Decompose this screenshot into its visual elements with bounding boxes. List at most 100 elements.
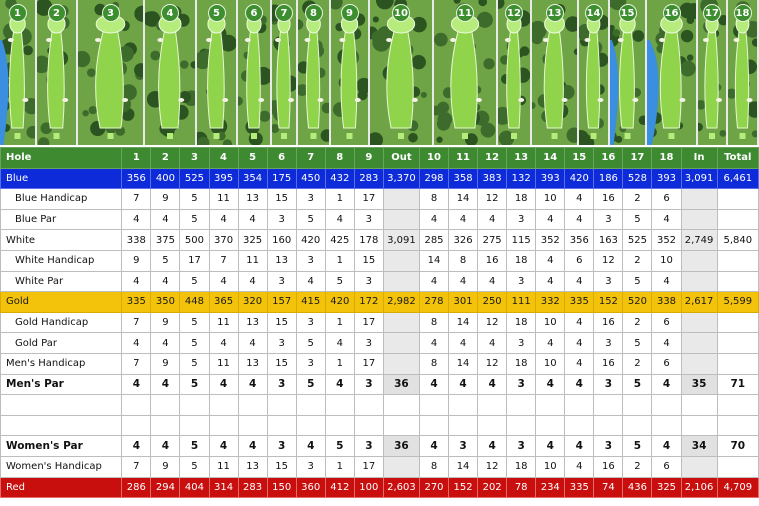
score-cell [208,394,239,416]
score-cell: 286 [121,476,152,499]
score-cell: 3 [266,208,297,231]
score-cell: 14 [448,352,479,375]
score-cell: 14 [448,188,479,210]
score-cell: 5 [622,270,653,293]
hole-image-1 [0,0,35,145]
score-cell [237,394,268,416]
score-cell [622,414,653,437]
score-cell: 5 [622,435,653,457]
score-cell: 10 [535,311,566,334]
grand-total-cell: 5,599 [716,291,759,313]
score-cell: 436 [622,476,653,499]
score-cell: 4 [121,208,152,231]
in-total-cell: 2,617 [680,291,718,313]
score-cell: 270 [418,476,450,499]
score-cell: 5 [179,352,210,375]
header-hole-number: 9 [353,147,384,169]
score-cell: 383 [477,167,508,190]
score-cell: 8 [418,188,450,210]
score-cell: 10 [535,455,566,478]
score-cell: 356 [121,167,152,190]
score-cell [295,414,326,437]
score-cell: 3 [266,435,297,457]
hole-image-5 [197,0,236,145]
out-total-cell [382,414,420,437]
score-cell: 4 [564,373,595,396]
score-cell: 8 [418,311,450,334]
out-total-cell [382,352,420,375]
score-cell: 3 [353,208,384,231]
score-cell: 4 [121,270,152,293]
score-cell: 12 [593,249,624,272]
score-cell: 4 [150,332,181,354]
out-total-cell: 3,091 [382,229,420,251]
score-cell: 17 [353,188,384,210]
out-total-cell: 36 [382,435,420,457]
score-cell: 202 [477,476,508,499]
score-cell [324,414,355,437]
score-cell: 4 [237,332,268,354]
score-cell: 7 [121,455,152,478]
score-cell: 12 [477,352,508,375]
score-cell: 13 [266,249,297,272]
score-cell: 2 [622,249,653,272]
score-cell: 186 [593,167,624,190]
score-cell: 4 [477,208,508,231]
score-cell: 3 [266,270,297,293]
hole-number-badge: 9 [340,4,359,22]
hole-number-badge: 1 [8,4,27,22]
score-cell [477,414,508,437]
score-cell: 500 [179,229,210,251]
score-cell: 285 [418,229,450,251]
score-cell: 150 [266,476,297,499]
hole-number-badge: 16 [662,4,681,22]
grand-total-cell [716,332,759,354]
score-cell: 4 [564,188,595,210]
hole-number-badge: 12 [505,4,523,22]
score-cell: 5 [179,373,210,396]
row-label: Women's Par [0,435,123,457]
score-cell [477,394,508,416]
score-cell: 294 [150,476,181,499]
score-cell: 4 [295,435,326,457]
score-cell: 14 [448,455,479,478]
row-label: White Handicap [0,249,123,272]
grand-total-cell [716,414,759,437]
score-cell: 4 [535,270,566,293]
score-cell: 18 [506,249,537,272]
score-cell: 9 [150,455,181,478]
score-cell: 13 [237,455,268,478]
score-cell: 412 [324,476,355,499]
score-cell: 338 [651,291,682,313]
score-cell: 178 [353,229,384,251]
score-cell: 420 [324,291,355,313]
score-cell: 350 [150,291,181,313]
score-cell [237,414,268,437]
score-cell: 3 [506,332,537,354]
score-cell: 4 [535,208,566,231]
score-cell [506,414,537,437]
header-hole-number: 1 [121,147,152,169]
header-hole-number: 13 [506,147,537,169]
grand-total-cell [716,270,759,293]
score-cell: 4 [564,270,595,293]
table-row: Blue Par 4 4 5 4 4 3 5 4 3 4 4 4 3 4 4 3 5 4 [0,208,759,231]
score-cell: 395 [208,167,239,190]
score-cell: 6 [651,311,682,334]
score-cell: 11 [208,352,239,375]
score-cell: 4 [237,435,268,457]
row-label: White [0,229,123,251]
score-cell: 4 [564,311,595,334]
score-cell: 4 [208,208,239,231]
score-cell: 1 [324,188,355,210]
header-hole-number: 5 [237,147,268,169]
score-cell: 393 [535,167,566,190]
score-cell: 16 [593,188,624,210]
score-cell: 5 [295,373,326,396]
score-cell: 7 [121,188,152,210]
score-cell: 15 [266,455,297,478]
in-total-cell [680,270,718,293]
score-cell: 4 [448,270,479,293]
grand-total-cell [716,208,759,231]
hole-image-18 [728,0,757,145]
